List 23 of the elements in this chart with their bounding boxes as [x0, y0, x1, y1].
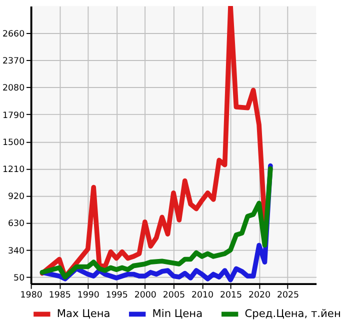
x-tick-label: 1985	[48, 290, 71, 301]
x-tick-label: 2015	[220, 290, 242, 301]
x-tick-label: 2020	[248, 290, 271, 301]
legend-label: Max Цена	[56, 308, 110, 320]
y-tick-label: 340	[8, 246, 25, 256]
x-tick-label: 1990	[77, 290, 100, 301]
legend-label: Сред.Цена, т.йен	[244, 308, 341, 320]
y-tick-label: 1210	[2, 165, 25, 175]
x-tick-label: 2000	[134, 290, 156, 301]
y-tick-label: 630	[8, 219, 25, 230]
x-tick-label: 2005	[162, 290, 185, 301]
y-tick-label: 1790	[2, 110, 25, 121]
x-tick-label: 1995	[106, 290, 128, 301]
x-tick-label: 1980	[20, 290, 42, 301]
y-tick-label: 1500	[2, 138, 25, 148]
legend-label: Min Цена	[152, 308, 203, 320]
x-tick-label: 2010	[191, 290, 214, 301]
y-tick-label: 2080	[2, 84, 25, 94]
y-tick-label: 2370	[2, 56, 25, 67]
y-tick-label: 2660	[2, 30, 25, 40]
x-tick-label: 2025	[277, 290, 300, 301]
y-tick-label: 50	[14, 273, 25, 284]
y-tick-label: 920	[8, 192, 25, 202]
